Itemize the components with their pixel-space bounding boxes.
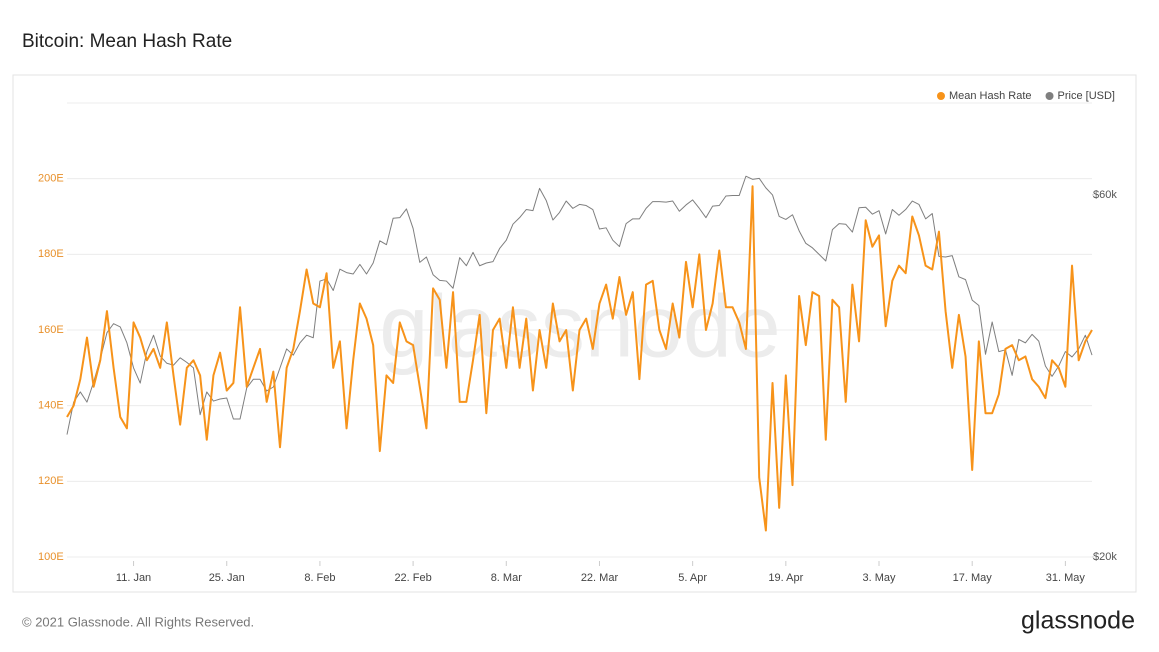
x-tick-label: 8. Feb: [304, 572, 335, 584]
x-tick-label: 5. Apr: [678, 572, 707, 584]
y2-tick-label: $20k: [1093, 551, 1117, 563]
legend-swatch: [1045, 92, 1054, 100]
chart-title: Bitcoin: Mean Hash Rate: [22, 31, 232, 52]
footer: © 2021 Glassnode. All Rights Reserved.: [22, 614, 254, 629]
x-tick-label: 25. Jan: [209, 572, 245, 584]
x-tick-label: 31. May: [1046, 572, 1086, 584]
x-tick-label: 11. Jan: [116, 572, 151, 584]
legend-label: Price [USD]: [1058, 90, 1115, 102]
y-tick-label: 160E: [38, 324, 64, 336]
x-tick-label: 22. Feb: [394, 572, 431, 584]
y-tick-label: 140E: [38, 400, 64, 412]
x-tick-label: 17. May: [953, 572, 993, 584]
x-tick-label: 8. Mar: [491, 572, 523, 584]
x-tick-label: 19. Apr: [768, 572, 803, 584]
legend-swatch: [936, 92, 945, 100]
y-tick-label: 120E: [38, 475, 64, 487]
y-tick-label: 100E: [38, 551, 64, 563]
series-line: [66, 185, 1093, 532]
y-tick-label: 200E: [38, 173, 64, 185]
series-line: [66, 175, 1093, 435]
y2-tick-label: $60k: [1093, 189, 1117, 201]
brand-logo: glassnode: [1021, 607, 1135, 635]
x-tick-label: 3. May: [863, 572, 897, 584]
y-tick-label: 180E: [38, 248, 64, 260]
legend-label: Mean Hash Rate: [949, 90, 1032, 102]
watermark: glassnode: [379, 276, 780, 375]
x-tick-label: 22. Mar: [581, 572, 619, 584]
